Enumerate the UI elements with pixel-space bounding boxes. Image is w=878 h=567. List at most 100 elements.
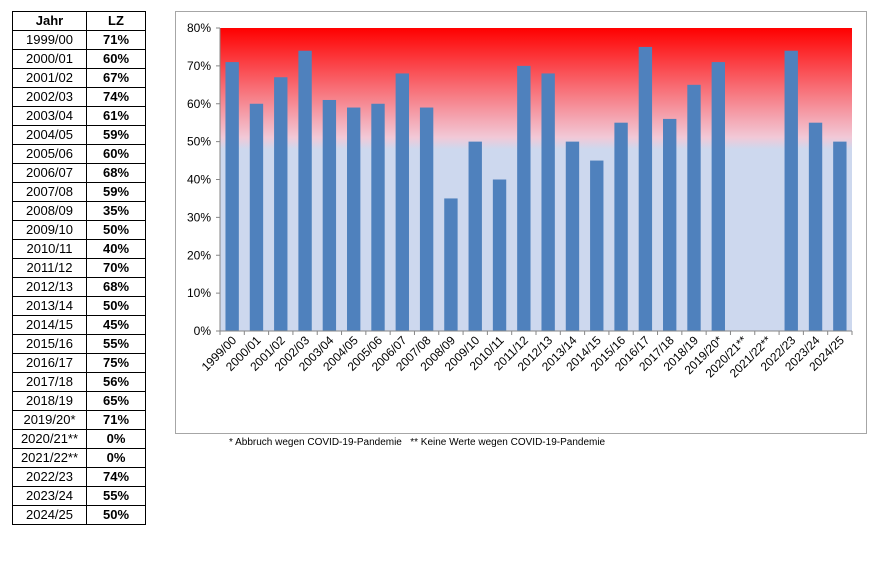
table-row: 2021/22** 0%	[12, 448, 146, 468]
plot-background	[220, 28, 852, 331]
bar	[322, 99, 337, 332]
bar	[298, 50, 312, 331]
y-tick-label: 80%	[187, 21, 211, 35]
cell-lz-value: 67%	[86, 68, 146, 88]
cell-lz-value: 60%	[86, 49, 146, 69]
table-row: 2013/14 50%	[12, 296, 146, 316]
bar	[468, 141, 482, 331]
bar	[590, 160, 604, 331]
table-body: 1999/00 71% 2000/01 60% 2001/02 67% 2002/03 74%…	[12, 30, 146, 525]
table-row: 2000/01 60%	[12, 49, 146, 69]
table-row: 2016/17 75%	[12, 353, 146, 373]
bar	[371, 103, 385, 331]
y-tick-label: 30%	[187, 210, 211, 224]
bar	[347, 107, 361, 331]
cell-year: 2013/14	[12, 296, 87, 316]
table-row: 2011/12 70%	[12, 258, 146, 278]
table-row: 2006/07 68%	[12, 163, 146, 183]
bar	[638, 46, 653, 331]
cell-lz-value: 61%	[86, 106, 146, 126]
bar	[687, 84, 701, 331]
table-row: 2001/02 67%	[12, 68, 146, 88]
cell-lz-value: 0%	[86, 429, 146, 449]
y-tick-label: 70%	[187, 59, 211, 73]
cell-year: 2007/08	[12, 182, 87, 202]
bar	[614, 122, 628, 331]
cell-year: 2016/17	[12, 353, 87, 373]
table-row: 2008/09 35%	[12, 201, 146, 221]
cell-lz-value: 55%	[86, 334, 146, 354]
cell-lz-value: 74%	[86, 467, 146, 487]
cell-year: 2023/24	[12, 486, 87, 506]
cell-year: 2010/11	[12, 239, 87, 259]
bar	[833, 141, 847, 331]
table-row: 2004/05 59%	[12, 125, 146, 145]
cell-lz-value: 70%	[86, 258, 146, 278]
table-row: 2009/10 50%	[12, 220, 146, 240]
table-row: 2012/13 68%	[12, 277, 146, 297]
cell-lz-value: 65%	[86, 391, 146, 411]
y-tick-label: 40%	[187, 173, 211, 187]
cell-year: 1999/00	[12, 30, 87, 50]
table-row: 2003/04 61%	[12, 106, 146, 126]
cell-year: 2002/03	[12, 87, 87, 107]
cell-year: 2022/23	[12, 467, 87, 487]
table-row: 1999/00 71%	[12, 30, 146, 50]
table-row: 2018/19 65%	[12, 391, 146, 411]
bar	[419, 107, 434, 331]
y-tick-label: 20%	[187, 248, 211, 262]
cell-year: 2004/05	[12, 125, 87, 145]
lz-table: Jahr LZ 1999/00 71% 2000/01 60% 2001/02 67% 20…	[12, 11, 146, 525]
cell-year: 2020/21**	[12, 429, 87, 449]
y-tick-label: 0%	[194, 324, 212, 338]
cell-lz-value: 0%	[86, 448, 146, 468]
chart-frame: 0% 10% 20% 30% 40% 50% 60% 70% 80% 1999/00 2000/01…	[175, 11, 867, 434]
y-tick-label: 60%	[187, 97, 211, 111]
cell-lz-value: 71%	[86, 410, 146, 430]
bar	[444, 198, 458, 331]
table-row: 2014/15 45%	[12, 315, 146, 335]
cell-lz-value: 75%	[86, 353, 146, 373]
table-row: 2024/25 50%	[12, 505, 146, 525]
bar	[663, 118, 677, 332]
bar	[784, 50, 798, 331]
bar-chart: 0%10%20%30%40%50%60%70%80%1999/002000/01…	[187, 21, 853, 380]
y-tick-label: 50%	[187, 135, 211, 149]
bar	[492, 179, 507, 331]
cell-lz-value: 50%	[86, 220, 146, 240]
cell-year: 2011/12	[12, 258, 87, 278]
header-year: Jahr	[12, 11, 87, 31]
cell-lz-value: 59%	[86, 182, 146, 202]
cell-year: 2014/15	[12, 315, 87, 335]
bar	[274, 77, 288, 331]
bar	[541, 73, 555, 331]
cell-year: 2008/09	[12, 201, 87, 221]
cell-lz-value: 45%	[86, 315, 146, 335]
cell-lz-value: 50%	[86, 296, 146, 316]
bar	[517, 65, 531, 331]
cell-lz-value: 68%	[86, 277, 146, 297]
cell-year: 2000/01	[12, 49, 87, 69]
cell-lz-value: 55%	[86, 486, 146, 506]
cell-year: 2006/07	[12, 163, 87, 183]
bars	[225, 46, 847, 332]
bar	[225, 62, 239, 332]
cell-year: 2009/10	[12, 220, 87, 240]
table-row: 2019/20* 71%	[12, 410, 146, 430]
cell-lz-value: 40%	[86, 239, 146, 259]
cell-year: 2005/06	[12, 144, 87, 164]
cell-year: 2021/22**	[12, 448, 87, 468]
footnotes: * Abbruch wegen COVID-19-Pandemie ** Kei…	[229, 437, 606, 448]
cell-lz-value: 60%	[86, 144, 146, 164]
table-header-row: Jahr LZ	[12, 11, 146, 31]
table-row: 2010/11 40%	[12, 239, 146, 259]
bar	[249, 103, 264, 331]
cell-lz-value: 68%	[86, 163, 146, 183]
table-row: 2020/21** 0%	[12, 429, 146, 449]
cell-lz-value: 35%	[86, 201, 146, 221]
table-row: 2022/23 74%	[12, 467, 146, 487]
cell-year: 2012/13	[12, 277, 87, 297]
cell-year: 2003/04	[12, 106, 87, 126]
table-row: 2002/03 74%	[12, 87, 146, 107]
cell-lz-value: 50%	[86, 505, 146, 525]
